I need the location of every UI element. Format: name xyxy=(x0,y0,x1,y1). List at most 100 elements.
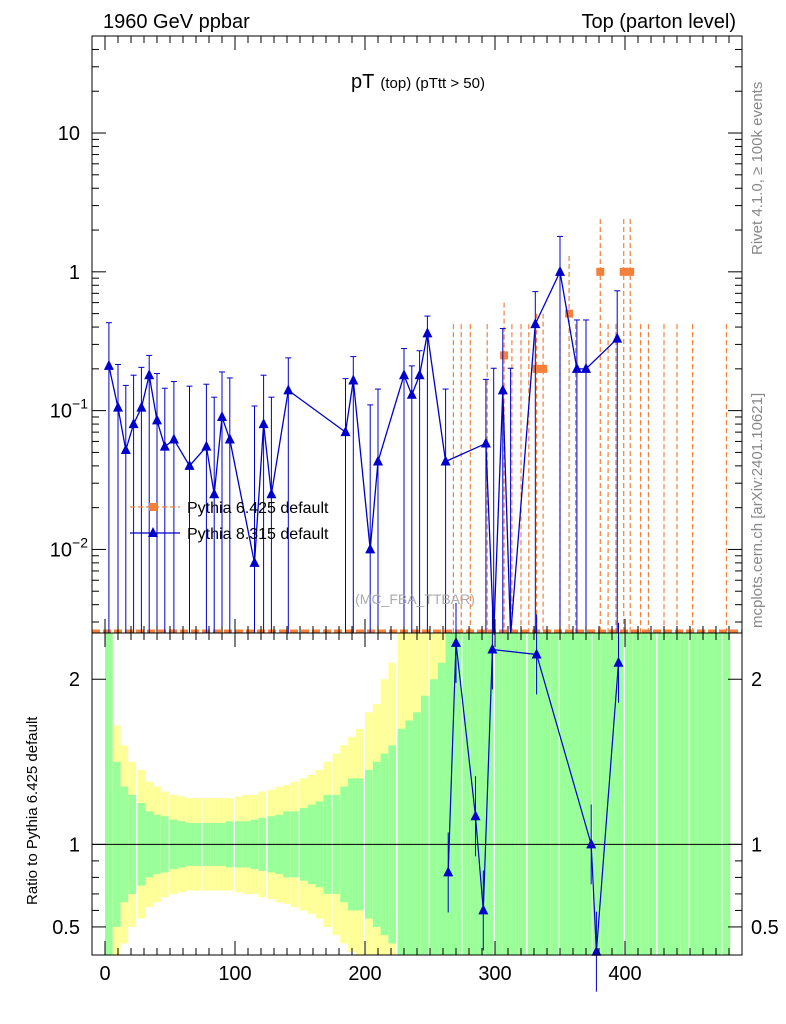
legend: Pythia 6.425 default Pythia 8.315 default xyxy=(130,500,329,543)
ratio-point xyxy=(443,866,454,877)
p8-point xyxy=(159,440,170,451)
ratio-band-green xyxy=(485,633,494,955)
ratio-band-green xyxy=(478,633,486,955)
ratio-point xyxy=(478,904,489,915)
main-panel: 10 1 10−1 10−2 xyxy=(50,35,743,636)
ratio-band-green xyxy=(397,728,406,955)
ratio-band-green xyxy=(632,633,641,955)
p8-point xyxy=(113,401,123,412)
p6-point xyxy=(500,351,509,360)
ratio-band-green xyxy=(640,633,649,955)
p8-point xyxy=(283,384,294,395)
legend-marker xyxy=(149,503,157,511)
ratio-ylabel: Ratio to Pythia 6.425 default xyxy=(24,716,41,905)
p8-point xyxy=(414,369,425,380)
ratio-band-green xyxy=(405,720,413,955)
ratio-band-green xyxy=(592,633,601,955)
p8-point xyxy=(422,327,433,338)
ratio-y-tick-label-right: 2 xyxy=(751,669,762,691)
p6-point xyxy=(565,309,574,318)
y-tick-label: 10−2 xyxy=(50,534,88,561)
chart-title-sub: (top) (pTtt > 50) xyxy=(380,75,485,92)
watermark: (MC_FBA_TTBAR) xyxy=(355,591,475,607)
ratio-band-green xyxy=(470,633,478,955)
ratio-band-green xyxy=(697,633,706,955)
p6-point xyxy=(596,267,605,276)
ratio-band-green xyxy=(527,633,536,955)
ratio-band-green xyxy=(437,662,446,955)
p8-point xyxy=(530,318,541,329)
ratio-y-tick-label-left: 2 xyxy=(69,669,80,691)
ratio-band-green xyxy=(583,633,592,955)
x-tick-label: 300 xyxy=(478,963,511,985)
p8-series-line xyxy=(108,269,618,636)
ratio-point xyxy=(586,838,597,849)
ratio-band-green xyxy=(625,633,633,955)
ratio-point xyxy=(531,648,542,659)
legend-label: Pythia 8.315 default xyxy=(187,526,329,543)
p8-point xyxy=(168,433,179,444)
p8-point xyxy=(144,369,155,380)
y-tick-label: 10−1 xyxy=(50,396,88,423)
p6-point xyxy=(539,364,548,373)
p8-point xyxy=(120,444,131,455)
ratio-band-green xyxy=(705,633,714,955)
x-tick-label: 200 xyxy=(348,963,381,985)
p8-point xyxy=(571,362,582,373)
legend-marker xyxy=(148,527,158,537)
chart-title: pT (top) (pTtt > 50) xyxy=(351,71,485,93)
p8-point xyxy=(612,332,623,343)
p8-point xyxy=(440,455,451,466)
ratio-band-green xyxy=(713,633,722,955)
p8-point xyxy=(136,401,147,412)
ratio-band-green xyxy=(550,633,559,955)
p8-point xyxy=(266,488,277,499)
p8-point xyxy=(201,440,212,451)
ratio-band-green xyxy=(657,633,666,955)
ratio-band-green xyxy=(575,633,584,955)
ratio-band-green xyxy=(600,633,608,955)
p8-point xyxy=(340,426,351,437)
p8-point xyxy=(497,384,508,395)
legend-label: Pythia 6.425 default xyxy=(187,500,329,517)
ratio-band-green xyxy=(673,633,681,955)
ratio-band-green xyxy=(665,633,673,955)
ratio-band-green xyxy=(543,633,551,955)
p8-point xyxy=(406,388,417,399)
p8-point xyxy=(555,265,565,276)
ratio-band-green xyxy=(413,712,421,955)
p8-point xyxy=(224,433,235,444)
ratio-y-tick-label-left: 0.5 xyxy=(52,917,80,939)
p8-point xyxy=(249,556,260,567)
ratio-band-green xyxy=(518,633,527,955)
p8-point xyxy=(373,455,383,466)
ratio-y-tick-label-right: 1 xyxy=(751,834,762,856)
p8-point xyxy=(348,374,359,385)
ratio-band-green xyxy=(615,633,624,955)
header-right: Top (parton level) xyxy=(581,11,736,33)
ratio-band-green xyxy=(462,633,471,955)
p8-point xyxy=(209,488,220,499)
p6-point xyxy=(532,364,541,373)
ratio-band-green xyxy=(495,633,503,955)
x-tick-label: 0 xyxy=(99,963,110,985)
ratio-point xyxy=(487,643,498,654)
ratio-band-green xyxy=(445,633,454,955)
p8-point xyxy=(399,369,409,380)
ratio-band-green xyxy=(502,633,511,955)
p8-point xyxy=(258,418,269,429)
y-tick-label: 1 xyxy=(69,262,80,284)
p6-point xyxy=(619,267,628,276)
p8-point xyxy=(365,543,376,554)
ratio-band-green xyxy=(453,633,462,955)
p8-point xyxy=(103,359,114,370)
ratio-band-green xyxy=(648,633,657,955)
ratio-y-tick-label-right: 0.5 xyxy=(751,917,779,939)
p8-point xyxy=(217,410,227,421)
ratio-point xyxy=(613,656,624,667)
p8-point xyxy=(128,418,139,429)
ratio-band-green xyxy=(608,633,616,955)
chart-title-main: pT xyxy=(351,71,374,93)
p8-point xyxy=(152,414,162,425)
